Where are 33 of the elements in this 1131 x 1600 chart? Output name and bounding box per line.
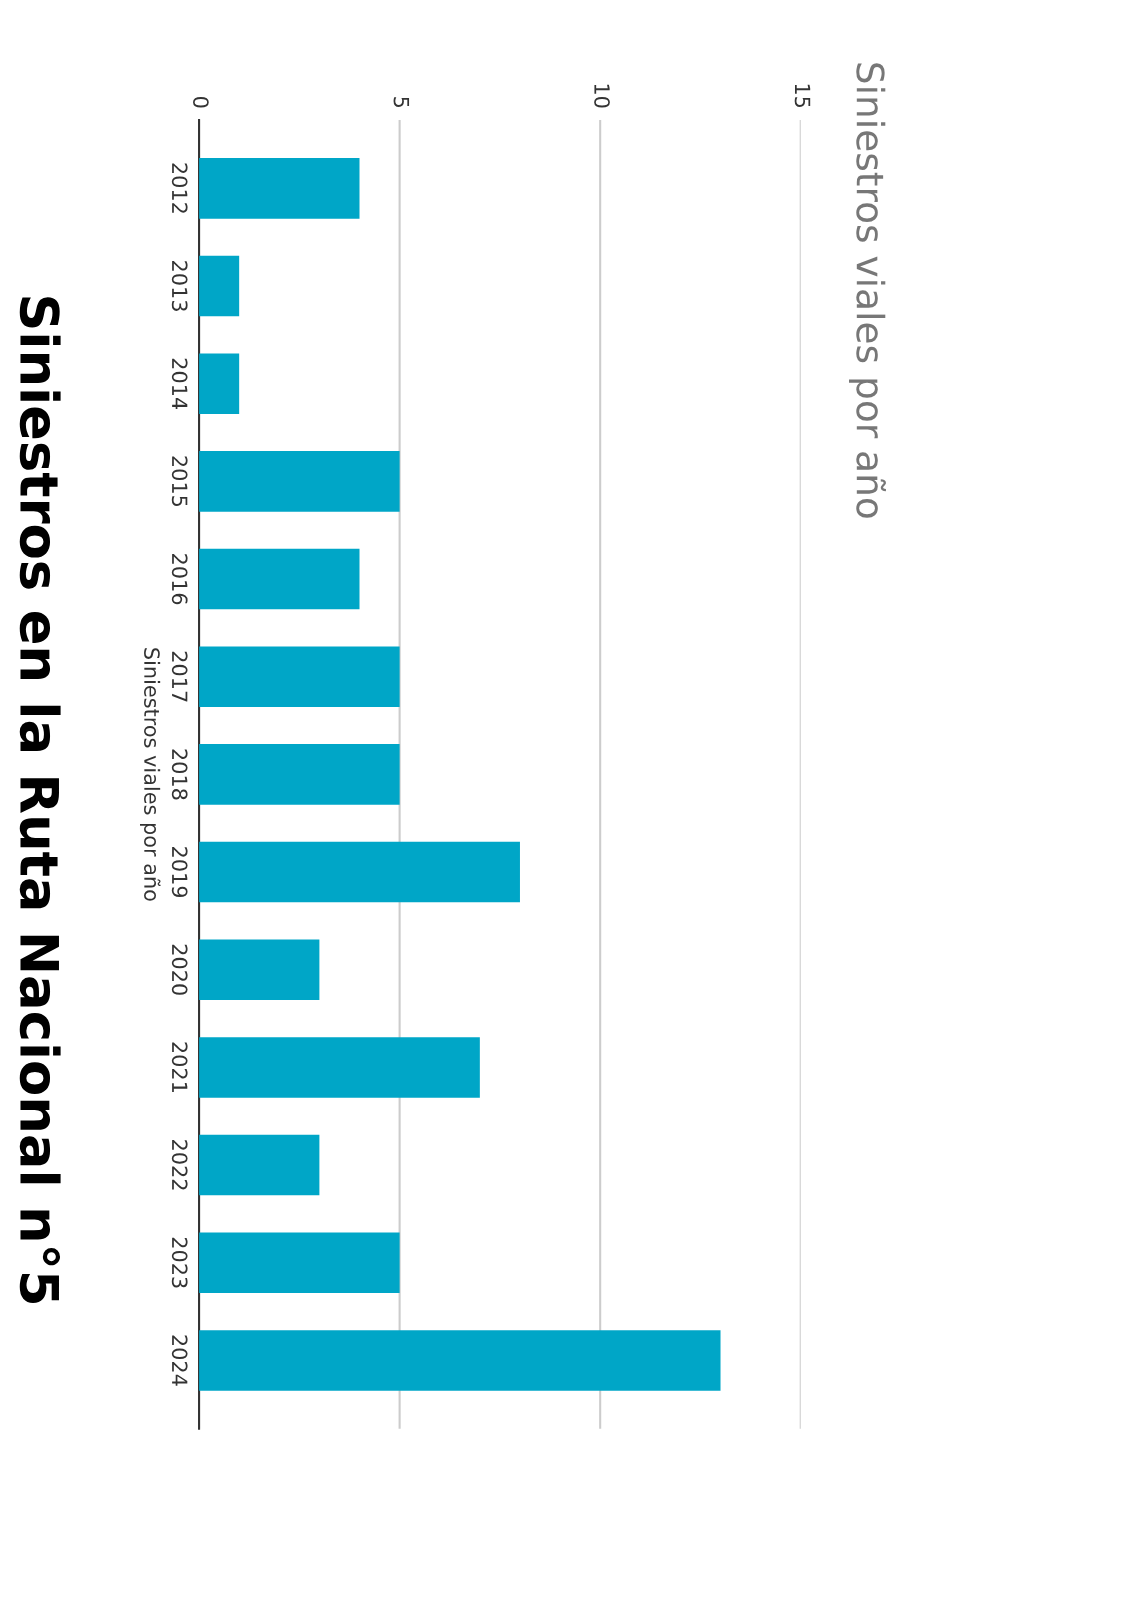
bar <box>199 353 240 414</box>
bar <box>199 158 360 219</box>
x-tick-label: 5 <box>393 97 410 108</box>
y-tick-label: 2015 <box>171 456 188 507</box>
y-tick-label: 2013 <box>171 261 188 311</box>
bar <box>199 1037 480 1098</box>
bar <box>199 1330 721 1391</box>
y-tick-label: 2017 <box>171 651 188 702</box>
y-tick-label: 2021 <box>171 1042 188 1092</box>
y-tick-label: 2018 <box>171 749 188 800</box>
y-tick-label: 2020 <box>171 944 188 995</box>
x-tick-label: 0 <box>193 97 209 108</box>
bar <box>199 841 520 903</box>
bar <box>199 939 320 1001</box>
y-tick-label: 2016 <box>171 554 188 605</box>
bar <box>199 1134 320 1196</box>
y-tick-label: 2019 <box>171 847 188 898</box>
bar <box>199 646 400 708</box>
y-tick-label: 2024 <box>171 1335 188 1386</box>
text: Siniestros en la Ruta Nacional n°5 <box>19 297 61 1303</box>
x-tick-label: 10 <box>594 84 610 108</box>
y-axis-title: Siniestros viales por año <box>140 648 161 901</box>
y-tick-label: 2012 <box>171 163 188 213</box>
bar <box>199 255 240 317</box>
x-tick-label: 15 <box>794 84 811 108</box>
y-tick-label: 2014 <box>171 358 188 410</box>
bar <box>199 744 400 805</box>
y-tick-label: 2022 <box>171 1140 188 1190</box>
y-tick-label: 2023 <box>171 1237 188 1288</box>
bar <box>199 1232 400 1294</box>
bar <box>199 451 400 512</box>
bar <box>199 548 360 610</box>
text: Siniestros viales por año <box>849 63 886 518</box>
